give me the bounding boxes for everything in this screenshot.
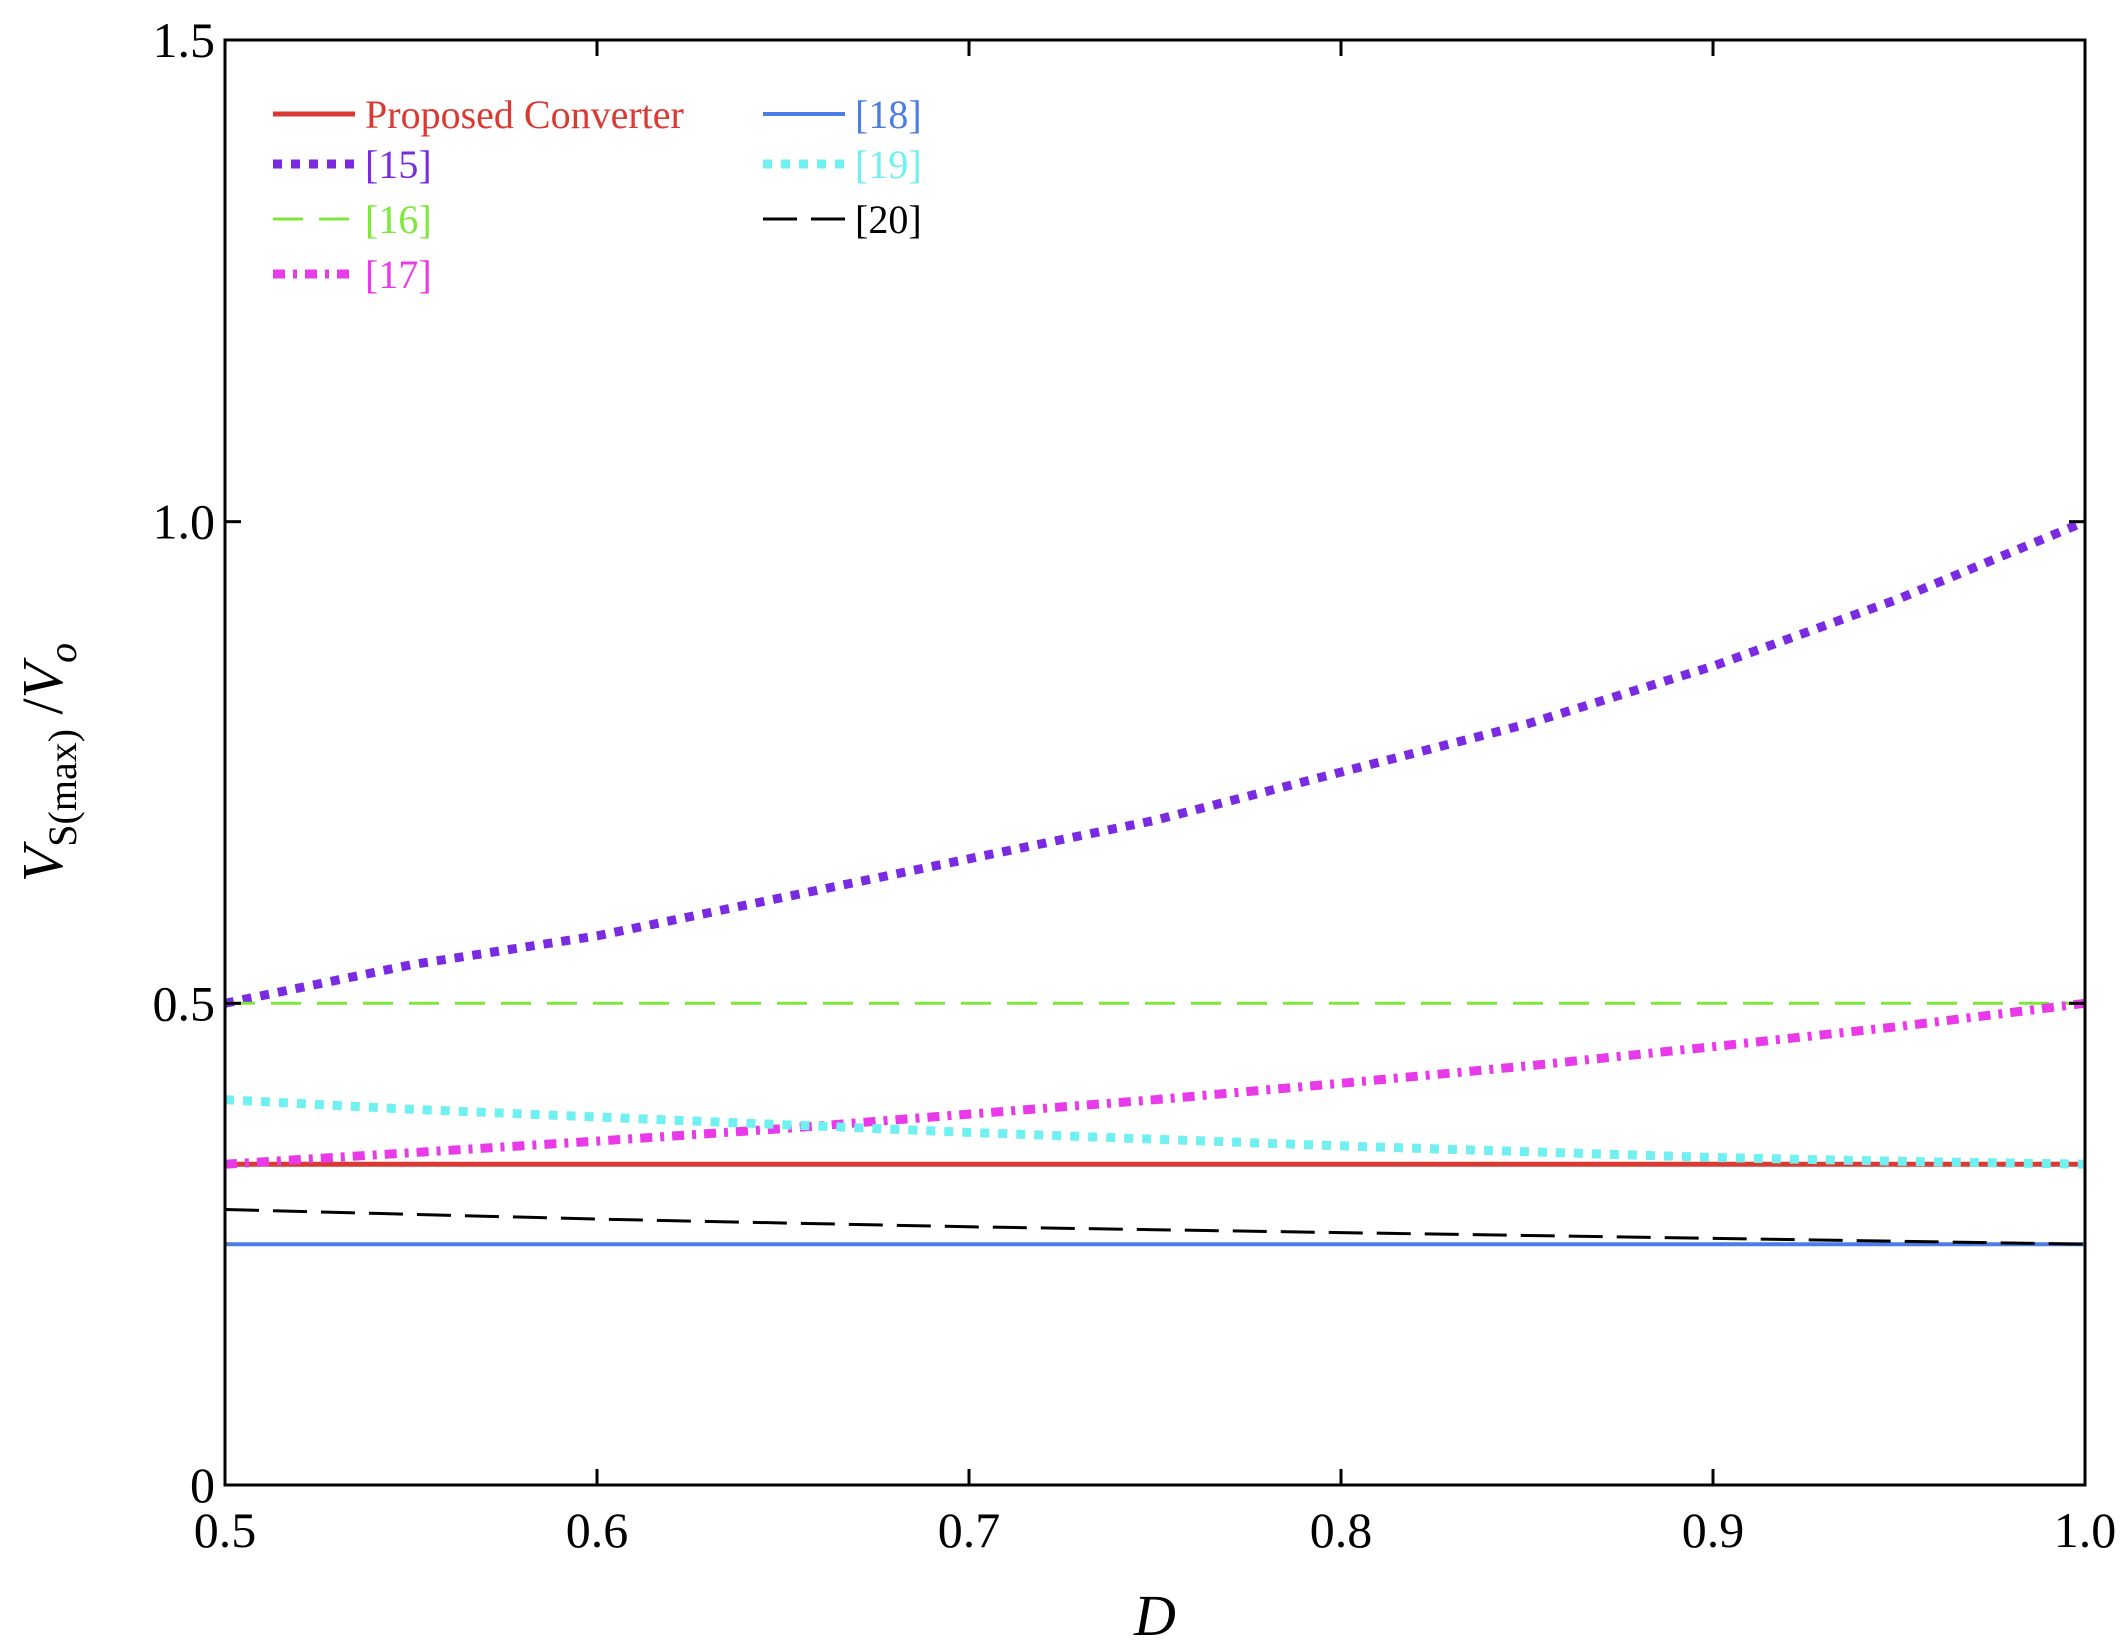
y-axis-title-sub2: o bbox=[40, 643, 85, 663]
y-tick-label: 0 bbox=[190, 1457, 215, 1513]
plot-frame bbox=[223, 38, 2087, 1487]
x-tick-label: 0.8 bbox=[1310, 1502, 1373, 1558]
legend-label-3: [17] bbox=[365, 252, 432, 297]
legend-label-4: [18] bbox=[855, 92, 922, 137]
series-layer bbox=[225, 517, 2087, 1247]
y-axis-title-main2: V bbox=[10, 656, 75, 698]
ticks-layer: 0.5 0.6 0.7 0.8 0.9 1.000.51.01.5 bbox=[153, 12, 2117, 1558]
series-line-3 bbox=[225, 998, 2086, 1169]
legend-label-1: [15] bbox=[365, 142, 432, 187]
y-axis-title-main: V bbox=[10, 840, 75, 882]
x-axis-title: D bbox=[1133, 1583, 1176, 1648]
series-line-5 bbox=[225, 1095, 2086, 1169]
legend-label-6: [20] bbox=[855, 197, 922, 242]
y-tick-label: 1.5 bbox=[153, 12, 216, 68]
series-line-1 bbox=[225, 517, 2087, 1008]
x-tick-label: 1.0 bbox=[2054, 1502, 2117, 1558]
legend-label-5: [19] bbox=[855, 142, 922, 187]
y-axis-title: VS(max) /Vo bbox=[10, 643, 85, 882]
y-tick-label: 1.0 bbox=[153, 494, 216, 550]
y-tick-label: 0.5 bbox=[153, 975, 216, 1031]
x-tick-label: 0.6 bbox=[566, 1502, 629, 1558]
y-axis-title-sep: / bbox=[10, 697, 75, 729]
x-tick-label: 0.5 bbox=[194, 1502, 257, 1558]
legend-label-2: [16] bbox=[365, 197, 432, 242]
series-line-6 bbox=[225, 1208, 2086, 1246]
legend-label-0: Proposed Converter bbox=[365, 92, 684, 137]
legend: Proposed Converter [15] [16] [17] [18] [19] [2… bbox=[273, 92, 922, 297]
x-tick-label: 0.9 bbox=[1682, 1502, 1745, 1558]
y-axis-title-sub: S(max) bbox=[40, 729, 85, 847]
x-tick-label: 0.7 bbox=[938, 1502, 1001, 1558]
